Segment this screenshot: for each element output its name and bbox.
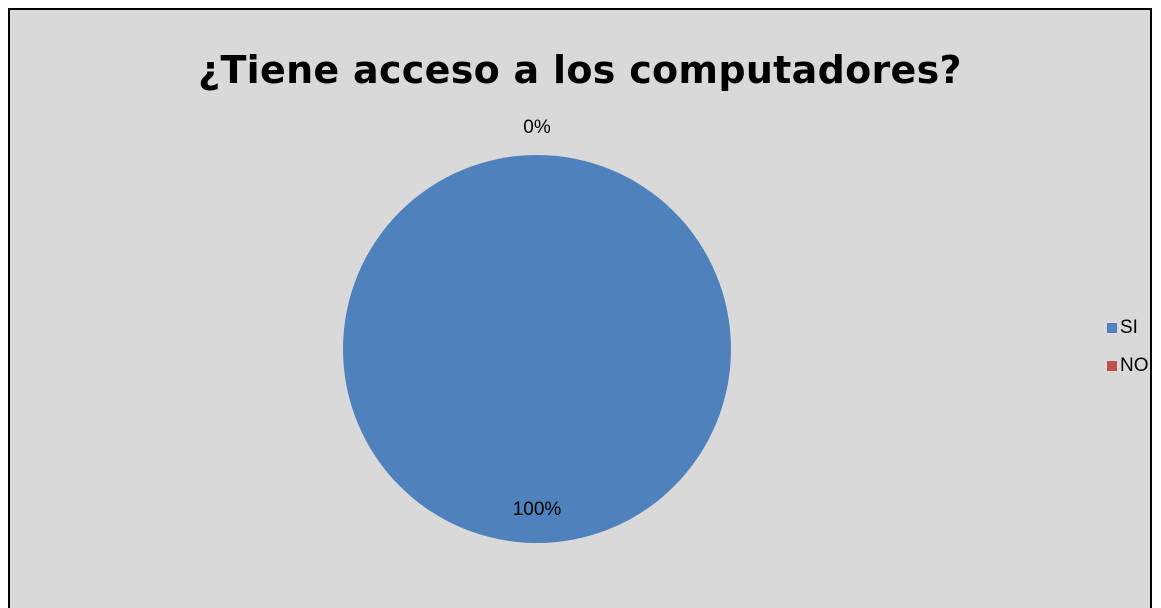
pie-slices xyxy=(343,155,731,543)
data-label-no: 0% xyxy=(523,117,551,138)
legend-label-no: NO xyxy=(1120,355,1149,376)
legend-swatch-si xyxy=(1107,323,1117,333)
legend-swatch-no xyxy=(1107,361,1117,371)
chart-title: ¿Tiene acceso a los computadores? xyxy=(198,48,962,92)
data-labels: 100% 0% xyxy=(513,117,562,520)
data-label-si: 100% xyxy=(513,499,562,520)
pie-slice-si xyxy=(343,155,731,543)
legend-label-si: SI xyxy=(1120,317,1138,338)
